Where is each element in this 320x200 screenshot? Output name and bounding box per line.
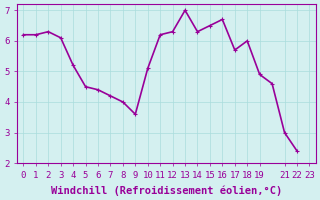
X-axis label: Windchill (Refroidissement éolien,°C): Windchill (Refroidissement éolien,°C)	[51, 185, 282, 196]
